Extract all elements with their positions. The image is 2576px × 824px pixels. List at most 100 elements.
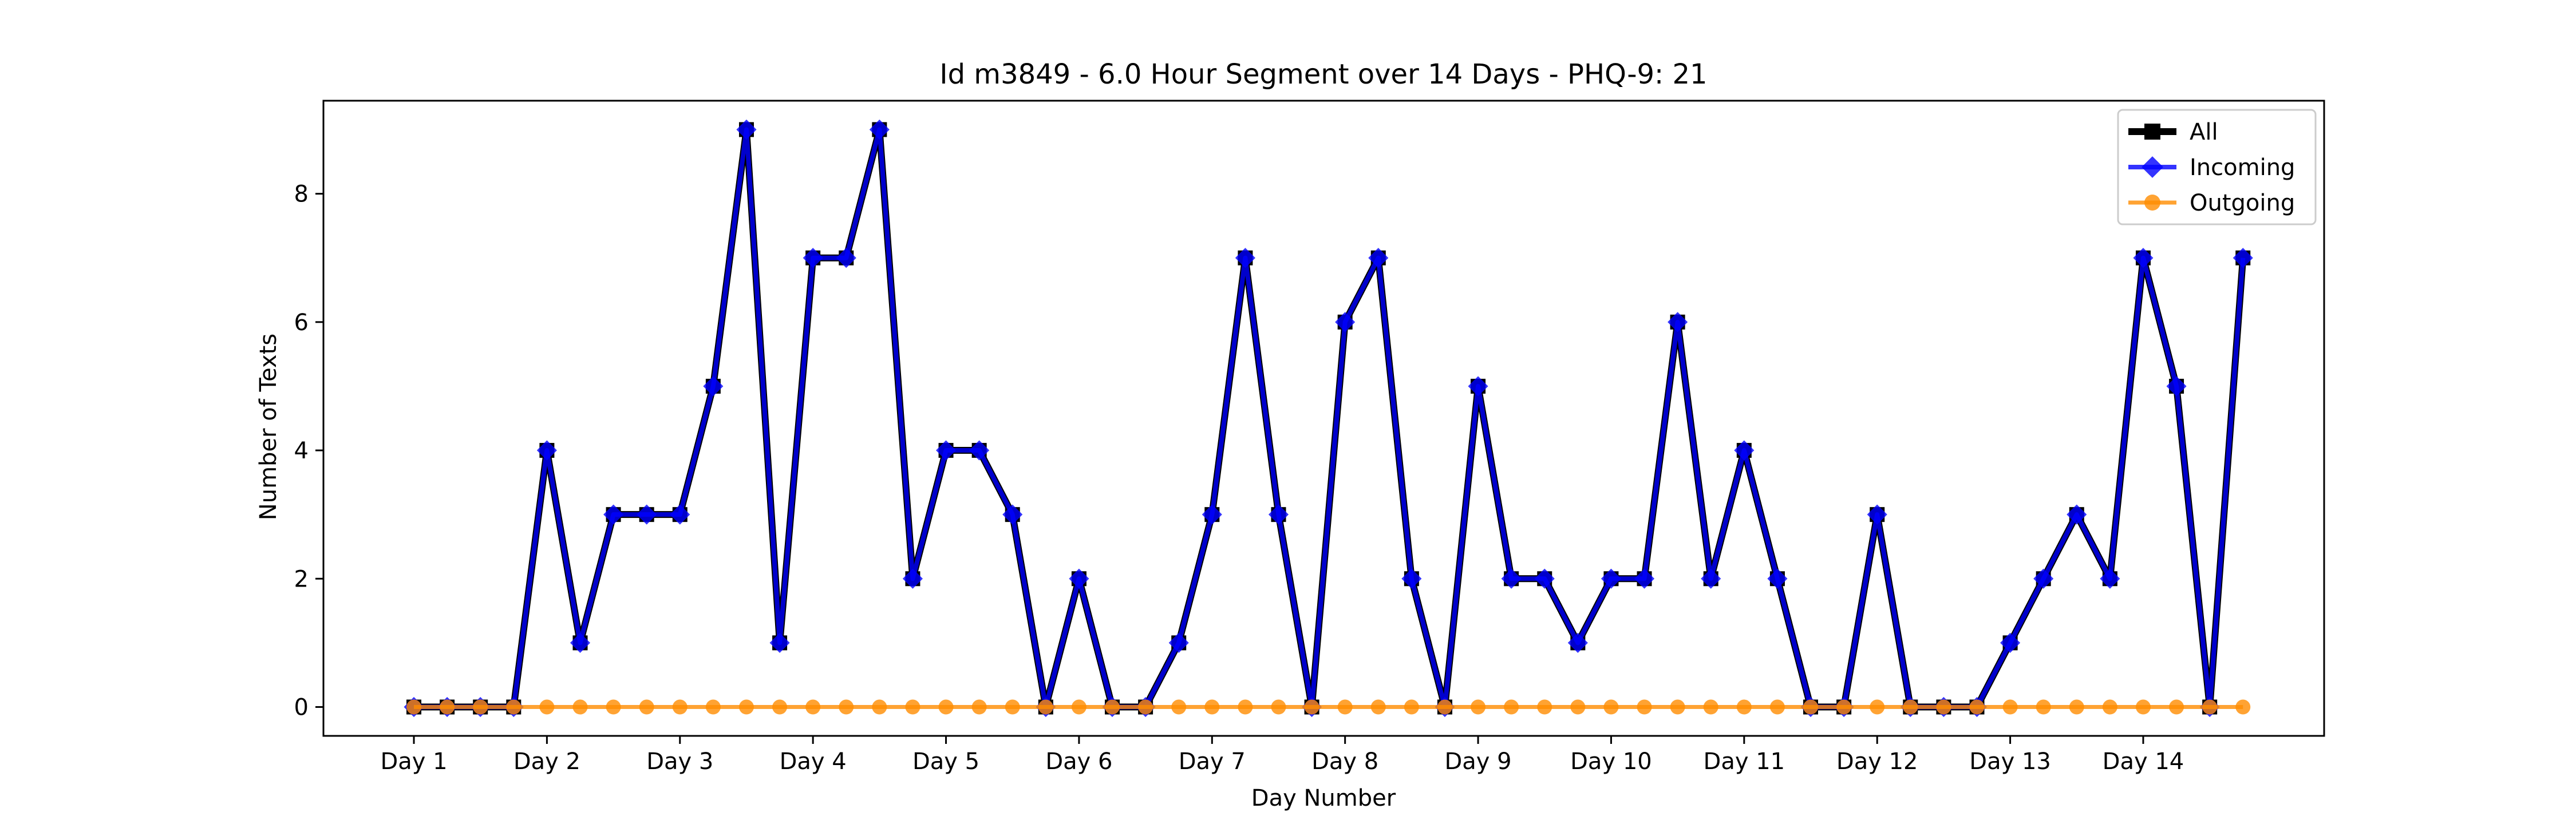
data-point <box>1138 699 1153 715</box>
data-point <box>2102 699 2117 715</box>
data-point <box>1202 504 1222 525</box>
data-point <box>2002 699 2018 715</box>
data-point <box>905 699 920 715</box>
x-tick-label: Day 8 <box>1311 748 1378 775</box>
data-point <box>2166 376 2187 397</box>
data-point <box>1769 699 1785 715</box>
data-point <box>869 119 890 140</box>
x-tick-label: Day 1 <box>380 748 447 775</box>
chart-title: Id m3849 - 6.0 Hour Segment over 14 Days… <box>939 58 1707 90</box>
data-point <box>440 699 455 715</box>
data-point <box>1603 699 1619 715</box>
legend: All Incoming Outgoing <box>2117 109 2317 225</box>
data-point <box>938 699 954 715</box>
data-point <box>1501 568 1522 589</box>
data-point <box>670 504 690 525</box>
data-point <box>1105 699 1120 715</box>
data-point <box>1601 568 1621 589</box>
legend-label: Incoming <box>2190 154 2295 181</box>
data-point <box>1534 568 1555 589</box>
x-tick-label: Day 2 <box>513 748 580 775</box>
y-tick-label: 8 <box>294 181 309 208</box>
data-point <box>1005 699 1020 715</box>
x-tick-label: Day 5 <box>912 748 979 775</box>
data-point <box>836 248 856 268</box>
data-point <box>1337 699 1353 715</box>
data-point <box>1368 248 1389 268</box>
data-point <box>2202 699 2218 715</box>
data-point <box>1204 699 1220 715</box>
data-point <box>473 699 488 715</box>
data-point <box>1468 376 1488 397</box>
data-point <box>1567 632 1588 653</box>
data-point <box>572 699 588 715</box>
data-point <box>2000 632 2021 653</box>
plot-frame <box>322 100 2325 737</box>
data-point <box>2133 248 2154 268</box>
data-point <box>2233 248 2253 268</box>
data-point <box>1168 632 1189 653</box>
data-point <box>1537 699 1552 715</box>
y-tick-label: 4 <box>294 438 309 464</box>
data-point <box>1634 568 1655 589</box>
data-point <box>872 699 887 715</box>
data-point <box>805 699 821 715</box>
x-tick-label: Day 10 <box>1570 748 1652 775</box>
data-point <box>703 376 724 397</box>
data-point <box>1335 312 1356 332</box>
data-point <box>1836 699 1852 715</box>
data-point <box>1370 699 1386 715</box>
data-point <box>705 699 721 715</box>
data-point <box>1238 699 1253 715</box>
data-point <box>1304 699 1319 715</box>
data-point <box>1504 699 1519 715</box>
y-axis-label: Number of Texts <box>255 334 282 520</box>
data-point <box>2135 699 2151 715</box>
data-point <box>506 699 521 715</box>
series-outgoing <box>406 699 2251 715</box>
data-point <box>971 699 987 715</box>
data-point <box>672 699 688 715</box>
data-point <box>406 699 422 715</box>
data-point <box>1570 699 1586 715</box>
data-point <box>1401 568 1422 589</box>
data-point <box>2069 699 2084 715</box>
data-point <box>1936 699 1951 715</box>
data-point <box>2033 568 2054 589</box>
data-point <box>603 504 624 525</box>
data-point <box>1268 504 1289 525</box>
legend-label: All <box>2190 119 2218 145</box>
data-point <box>639 699 654 715</box>
series-line <box>414 126 2247 711</box>
data-point <box>969 440 990 461</box>
y-tick-label: 6 <box>294 310 309 336</box>
x-tick-label: Day 7 <box>1179 748 1246 775</box>
data-point <box>1271 699 1286 715</box>
data-point <box>839 699 854 715</box>
data-point <box>2100 568 2120 589</box>
data-point <box>1668 312 1688 332</box>
data-point <box>1703 699 1718 715</box>
data-point <box>1069 568 1089 589</box>
plot-area <box>404 119 2253 718</box>
x-tick-label: Day 3 <box>646 748 713 775</box>
data-point <box>1969 699 1985 715</box>
data-point <box>539 699 555 715</box>
data-point <box>2235 699 2251 715</box>
data-point <box>1235 248 1255 268</box>
data-point <box>738 699 754 715</box>
data-point <box>803 248 823 268</box>
data-point <box>1171 699 1187 715</box>
data-point <box>1437 699 1452 715</box>
x-tick-label: Day 12 <box>1836 748 1918 775</box>
series-line <box>414 127 2246 710</box>
legend-box <box>2117 109 2317 225</box>
data-point <box>2067 504 2087 525</box>
data-point <box>536 440 557 461</box>
data-point <box>1767 568 1788 589</box>
y-tick-label: 2 <box>294 566 309 592</box>
data-point <box>1071 699 1086 715</box>
data-point <box>935 440 957 461</box>
legend-label: Outgoing <box>2190 190 2295 216</box>
series-all <box>406 122 2251 715</box>
